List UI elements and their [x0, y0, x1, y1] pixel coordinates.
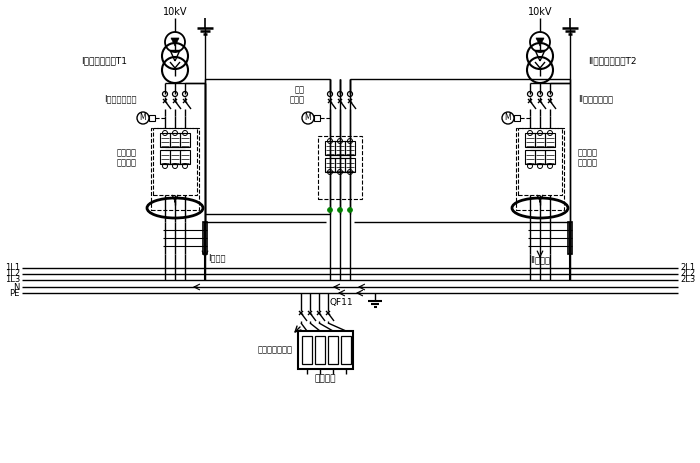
Bar	[160, 150, 170, 164]
Text: 1L3: 1L3	[5, 275, 20, 284]
Text: N: N	[13, 282, 20, 292]
Text: M: M	[505, 113, 511, 123]
Circle shape	[328, 207, 332, 213]
Text: 接地故障: 接地故障	[117, 149, 137, 157]
Text: M: M	[304, 113, 312, 123]
Text: 1L2: 1L2	[5, 269, 20, 279]
Text: M: M	[140, 113, 146, 123]
Text: 用电设备: 用电设备	[314, 375, 336, 383]
Text: 10kV: 10kV	[528, 7, 552, 17]
Bar	[568, 222, 572, 254]
Text: PE: PE	[10, 288, 20, 298]
Text: 2L1: 2L1	[680, 263, 695, 273]
Bar	[180, 150, 190, 164]
Bar	[516, 128, 564, 210]
Bar	[314, 115, 320, 121]
Polygon shape	[536, 38, 544, 46]
Text: 断路器: 断路器	[290, 95, 305, 105]
Text: I段进线断路器: I段进线断路器	[104, 94, 137, 104]
Bar	[545, 133, 555, 147]
Bar	[345, 158, 355, 172]
Bar	[535, 150, 545, 164]
Bar	[325, 158, 335, 172]
Bar	[151, 128, 199, 210]
Bar	[335, 158, 345, 172]
Text: II段电力变压器T2: II段电力变压器T2	[588, 56, 636, 65]
Bar	[170, 150, 180, 164]
Bar	[325, 141, 335, 155]
Bar	[160, 133, 170, 147]
Bar	[149, 115, 155, 121]
Bar	[341, 336, 351, 364]
Text: 10kV: 10kV	[162, 7, 188, 17]
Text: 母联: 母联	[295, 86, 305, 94]
Bar	[315, 336, 325, 364]
Text: 接地故障: 接地故障	[578, 149, 598, 157]
Text: 1L1: 1L1	[5, 263, 20, 273]
Text: 电流检测: 电流检测	[578, 158, 598, 168]
Text: 单相接地故障点: 单相接地故障点	[258, 345, 293, 355]
Text: I段电力变压器T1: I段电力变压器T1	[81, 56, 127, 65]
Bar	[335, 141, 345, 155]
Text: 2L2: 2L2	[680, 269, 695, 279]
Bar	[345, 141, 355, 155]
Bar	[545, 150, 555, 164]
Circle shape	[337, 207, 342, 213]
Bar	[153, 128, 197, 195]
Text: II段母线: II段母线	[530, 256, 550, 264]
Bar	[525, 133, 535, 147]
Polygon shape	[171, 38, 179, 46]
Bar	[525, 150, 535, 164]
Bar	[535, 133, 545, 147]
Bar	[302, 336, 312, 364]
Bar	[298, 331, 353, 369]
Bar	[318, 136, 362, 199]
Bar	[170, 133, 180, 147]
Text: 电流检测: 电流检测	[117, 158, 137, 168]
Text: II段进线断路器: II段进线断路器	[578, 94, 613, 104]
Text: QF11: QF11	[330, 299, 354, 307]
Bar	[203, 222, 207, 254]
Bar	[180, 133, 190, 147]
Text: 2L3: 2L3	[680, 275, 695, 284]
Bar	[514, 115, 520, 121]
Bar	[518, 128, 562, 195]
Circle shape	[347, 207, 353, 213]
Text: I段母线: I段母线	[208, 254, 225, 263]
Bar	[328, 336, 338, 364]
